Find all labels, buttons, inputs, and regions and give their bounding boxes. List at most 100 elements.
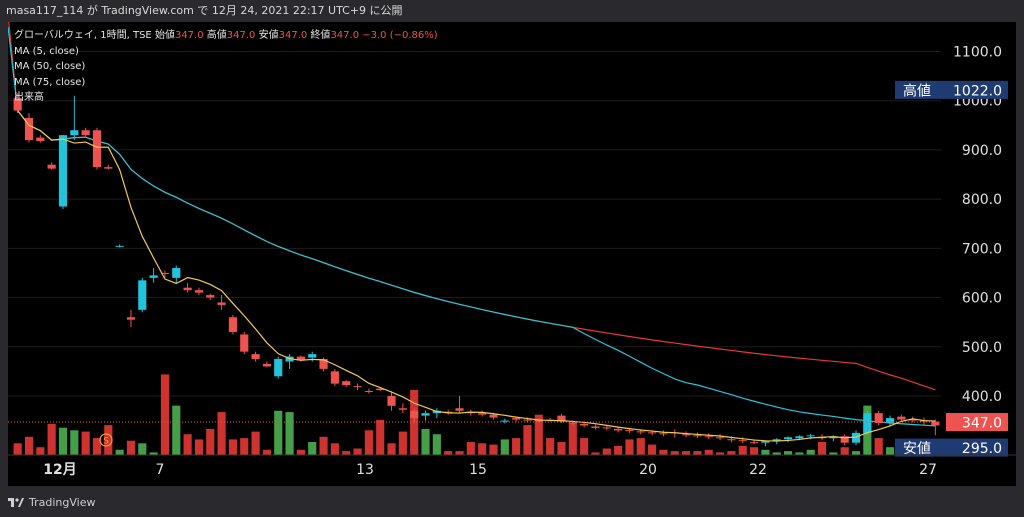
candle	[557, 413, 566, 424]
candle-body	[296, 356, 305, 361]
volume-bar	[693, 451, 702, 455]
candle	[455, 395, 464, 414]
footer-brand[interactable]: TradingView	[8, 496, 95, 509]
volume-bar	[659, 449, 668, 455]
price-tag-label: 安値	[903, 441, 931, 457]
candle-body	[512, 418, 521, 420]
price-tag-bg	[946, 413, 1008, 432]
candle-body	[659, 433, 668, 435]
candle	[274, 356, 283, 379]
volume-bar	[874, 438, 883, 455]
volume-bar	[591, 452, 600, 455]
volume-bar	[432, 434, 441, 455]
volume-bar	[138, 443, 147, 455]
candle	[342, 380, 351, 388]
chart-frame[interactable]: S 1100.0 1000.0 900.0 800.0 700.0 600.0 500.0 40…	[8, 22, 1016, 486]
volume-bar	[36, 447, 45, 455]
candle-body	[693, 435, 702, 437]
candle-body	[240, 334, 249, 352]
candle-body	[138, 280, 147, 310]
candle-body	[602, 427, 611, 429]
candle	[228, 314, 237, 335]
legend-ma50[interactable]: MA (50, close)	[14, 61, 86, 72]
volume-bar	[534, 414, 543, 455]
candle	[353, 383, 362, 391]
volume-bar	[47, 423, 56, 455]
candle-body	[534, 420, 543, 422]
volume-bar	[58, 427, 68, 455]
volume-bar	[682, 451, 691, 455]
candle-body	[840, 436, 849, 443]
candle	[285, 354, 294, 369]
legend-volume[interactable]: 出来高	[14, 92, 44, 103]
candle	[70, 95, 79, 141]
ma5-line	[17, 110, 936, 442]
candle	[126, 309, 136, 328]
price-chart[interactable]: S1100.01000.0900.0800.0700.0600.0500.040…	[8, 22, 1016, 486]
candle-body	[682, 434, 691, 436]
volume-bar	[444, 451, 453, 455]
candle	[591, 424, 600, 430]
candle	[172, 265, 181, 283]
volume-bar	[262, 449, 271, 455]
legend-low-label: 安値	[258, 30, 279, 41]
price-tag-high: 高値 1022.0	[895, 80, 1008, 99]
candle-body	[806, 435, 815, 437]
x-tick-label: 20	[639, 462, 657, 478]
candle	[602, 425, 611, 431]
candle	[81, 127, 90, 138]
candle-body	[376, 388, 385, 391]
candle-body	[874, 413, 883, 424]
legend-symbol[interactable]: グローバルウェイ, 1時間, TSE	[14, 30, 152, 41]
price-tag-value: 295.0	[962, 441, 1002, 457]
candle	[840, 434, 849, 446]
y-tick-label: 600.0	[962, 291, 1002, 307]
candle	[149, 268, 158, 283]
ma50-line	[8, 26, 936, 427]
candle-body	[738, 440, 747, 442]
volume-bar	[172, 405, 181, 455]
volume-bar	[274, 410, 283, 455]
candle	[160, 270, 170, 278]
candle-body	[149, 275, 158, 278]
volume-bar	[840, 447, 849, 455]
dividend-marker: S	[99, 433, 113, 447]
candle	[783, 436, 793, 443]
y-tick-label: 400.0	[962, 389, 1002, 405]
legend-high-label: 高値	[206, 30, 227, 41]
candle	[874, 410, 883, 426]
legend-low-value: 347.0	[278, 30, 308, 41]
candle-body	[115, 245, 124, 247]
candle	[92, 127, 102, 170]
candle	[682, 431, 691, 438]
x-tick-label: 22	[749, 462, 767, 478]
candle-body	[81, 130, 90, 136]
candle-body	[398, 408, 407, 410]
candle	[693, 432, 702, 439]
volume-bar	[546, 438, 555, 455]
volume-bar	[194, 439, 204, 455]
x-tick-label: 13	[356, 462, 374, 478]
volume-bar	[489, 444, 498, 455]
candle-body	[251, 354, 260, 360]
candle-body	[625, 429, 634, 431]
dividend-circle	[99, 433, 113, 447]
candle-body	[897, 416, 906, 420]
candle-body	[58, 135, 68, 207]
candle-body	[262, 363, 271, 367]
volume-bar	[568, 422, 577, 455]
candle	[500, 418, 509, 424]
legend-ma75[interactable]: MA (75, close)	[14, 76, 86, 88]
candle-body	[885, 418, 895, 424]
publish-header: masa117_114 が TradingView.com で 12月 24, …	[6, 4, 403, 17]
candle-body	[206, 295, 215, 298]
legend-open-label: 始値	[154, 30, 175, 41]
candle-body	[931, 421, 940, 426]
candle	[104, 164, 113, 170]
candle	[863, 410, 872, 436]
volume-bar	[217, 412, 226, 455]
candle	[251, 351, 260, 362]
volume-bar	[500, 439, 509, 455]
legend-ma5[interactable]: MA (5, close)	[14, 45, 79, 57]
footer-brand-text: TradingView	[29, 496, 96, 509]
